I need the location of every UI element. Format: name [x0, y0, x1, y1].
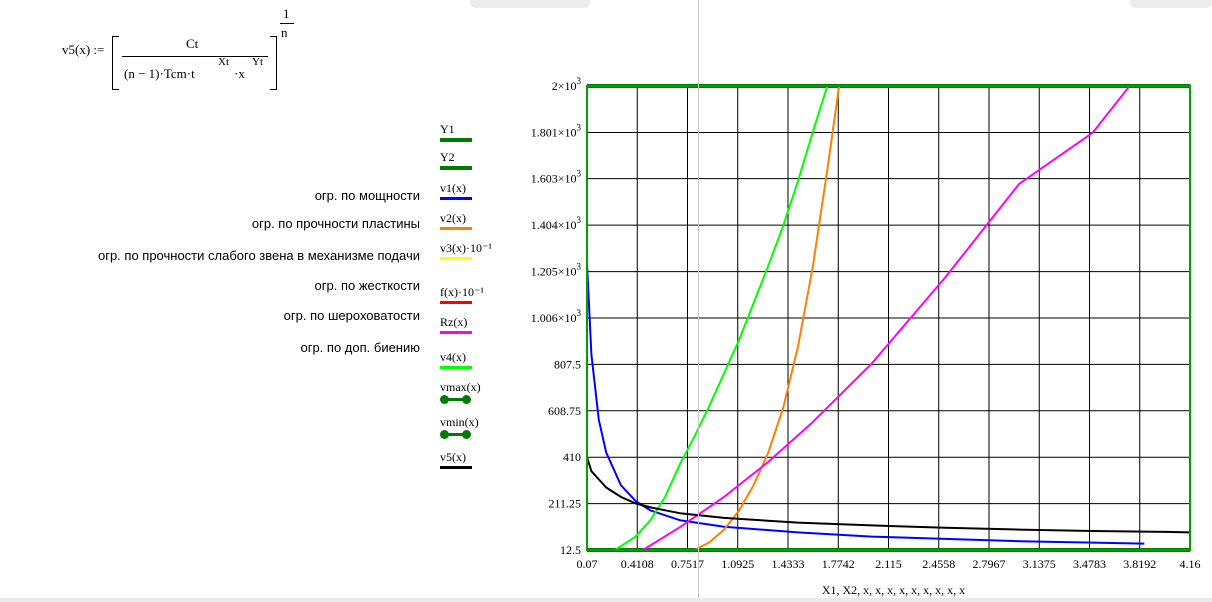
x-tick-label: 2.7967 — [973, 557, 1006, 571]
x-tick-label: 2.4558 — [922, 557, 955, 571]
legend-label: f(x)·10⁻¹ — [440, 285, 484, 299]
fraction-bar — [122, 56, 268, 57]
formula-denominator: (n − 1)·Tcm·t — [124, 66, 195, 81]
legend-label: v4(x) — [440, 350, 466, 364]
right-bracket — [270, 36, 277, 90]
legend-swatch — [440, 138, 472, 142]
legend-swatch — [440, 301, 472, 304]
y-tick-label: 12.5 — [560, 543, 581, 557]
legend-swatch-dots — [440, 430, 472, 439]
x-tick-label: 0.07 — [577, 557, 598, 571]
formula-numerator: Ct — [186, 36, 199, 51]
y-tick-label: 2×103 — [552, 76, 582, 93]
y-tick-label: 608.75 — [548, 404, 581, 418]
series-line-v1-x — [587, 263, 1145, 545]
x-tick-label: 0.7517 — [671, 557, 704, 571]
formula-mid: ·x — [234, 66, 245, 81]
y-tick-label: 211.25 — [548, 497, 581, 511]
plot-frame — [586, 85, 1191, 551]
divider-line — [698, 0, 699, 602]
y-tick-label: 410 — [563, 450, 581, 464]
formula-lhs: v5(x) := — [62, 42, 105, 57]
x-tick-label: 3.8192 — [1123, 557, 1156, 571]
x-tick-label: 3.4783 — [1073, 557, 1106, 571]
legend-item-v3[interactable]: v3(x)·10⁻¹ — [440, 241, 492, 260]
legend-swatch — [440, 227, 472, 230]
legend-swatch — [440, 257, 472, 260]
x-tick-label: 0.4108 — [621, 557, 654, 571]
x-tick-labels: 0.07 0.4108 0.7517 1.0925 1.4333 1.7742 2.115 2… — [577, 557, 1201, 571]
annotation-feed: огр. по прочности слабого звена в механи… — [97, 248, 420, 263]
legend-label: v3(x)·10⁻¹ — [440, 241, 492, 255]
legend-item-vmax[interactable]: vmax(x) — [440, 380, 481, 404]
legend-item-y1[interactable]: Y1 — [440, 122, 472, 142]
y-tick-label: 1.603×103 — [531, 169, 582, 186]
x-tick-label: 1.4333 — [771, 557, 804, 571]
x-tick-label: 1.0925 — [721, 557, 754, 571]
legend-swatch — [440, 197, 472, 200]
series-line-rz-x — [642, 85, 1131, 551]
formula-outer-den: n — [281, 25, 288, 40]
legend-label: Y2 — [440, 150, 455, 164]
legend-label: vmin(x) — [440, 415, 479, 429]
x-axis-label: X1, X2, x, x, x, x, x, x, x, x, x — [822, 583, 965, 597]
annotation-power: огр. по мощности — [314, 188, 420, 203]
annotation-plate: огр. по прочности пластины — [251, 216, 420, 231]
legend-item-v2[interactable]: v2(x) — [440, 211, 472, 230]
legend-item-y2[interactable]: Y2 — [440, 150, 472, 170]
legend-label: v2(x) — [440, 211, 466, 225]
y-tick-label: 807.5 — [554, 357, 581, 371]
legend-item-v5[interactable]: v5(x) — [440, 450, 472, 469]
annotation-runout: огр. по доп. биению — [300, 340, 420, 355]
y-tick-label: 1.801×103 — [531, 122, 582, 139]
formula-v5[interactable]: v5(x) := Ct (n − 1)·Tcm·t Xt ·x Yt 1 n — [0, 0, 330, 100]
tab-hint-top — [470, 0, 590, 8]
series-line-v4-x — [614, 85, 829, 551]
legend-label: v1(x) — [440, 181, 466, 195]
legend-label: vmax(x) — [440, 380, 481, 394]
legend-swatch-dots — [440, 395, 472, 404]
x-tick-label: 3.1375 — [1023, 557, 1056, 571]
legend-swatch — [440, 366, 472, 369]
legend-swatch — [440, 166, 472, 170]
legend-label: Y1 — [440, 122, 455, 136]
outer-fraction-bar — [280, 23, 294, 24]
bottom-strip — [0, 598, 1212, 602]
x-tick-label: 2.115 — [875, 557, 902, 571]
x-tick-label: 1.7742 — [822, 557, 855, 571]
series-line-v5-x — [587, 456, 1190, 534]
formula-exp-x: Yt — [252, 56, 263, 68]
x-tick-label: 4.16 — [1180, 557, 1201, 571]
tab-hint-right — [1130, 0, 1212, 8]
series-line-v2-x — [694, 85, 841, 551]
left-bracket — [112, 36, 119, 90]
y-tick-label: 1.006×103 — [531, 308, 582, 325]
formula-exp-t: Xt — [218, 56, 229, 68]
legend-item-v4[interactable]: v4(x) — [440, 350, 472, 369]
legend-item-f[interactable]: f(x)·10⁻¹ — [440, 285, 484, 304]
legend-item-vmin[interactable]: vmin(x) — [440, 415, 479, 439]
legend-swatch — [440, 466, 472, 469]
annotation-roughness: огр. по шероховатости — [283, 308, 420, 323]
y-tick-label: 1.404×103 — [531, 215, 582, 232]
legend-item-rz[interactable]: Rz(x) — [440, 315, 472, 334]
y-tick-labels: 12.5 211.25 410 608.75 807.5 1.006×103 1.205×1… — [531, 76, 582, 557]
annotation-stiffness: огр. по жесткости — [314, 278, 420, 293]
y-tick-label: 1.205×103 — [531, 262, 582, 279]
legend-label: Rz(x) — [440, 315, 468, 329]
legend-swatch — [440, 331, 472, 334]
legend-label: v5(x) — [440, 450, 466, 464]
formula-outer-num: 1 — [283, 6, 290, 21]
legend-item-v1[interactable]: v1(x) — [440, 181, 472, 200]
